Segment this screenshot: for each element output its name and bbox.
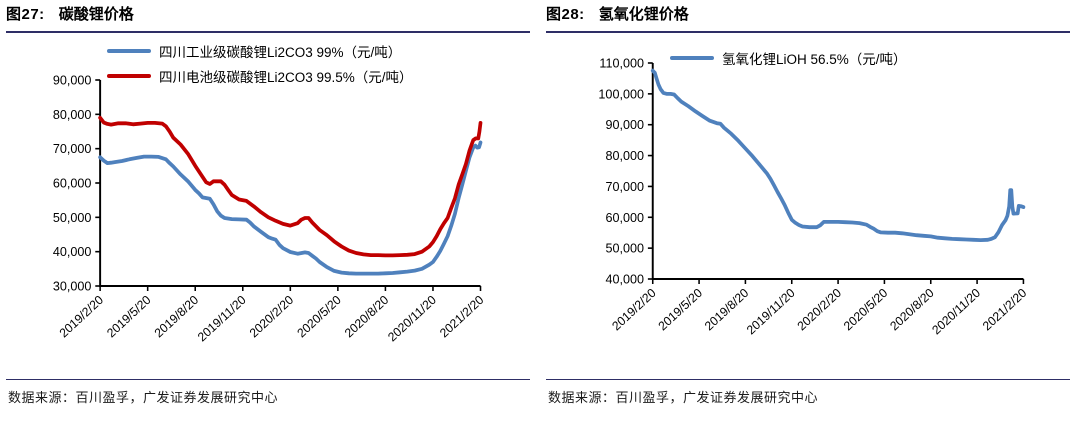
y-axis-tick-label: 80,000 xyxy=(53,107,92,122)
figure-28-lithium-hydroxide: 图28: 氢氧化锂价格 氢氧化锂LiOH 56.5%（元/吨） 40,000 50,… xyxy=(540,0,1080,421)
x-axis-tick-label: 2020/2/20 xyxy=(247,293,296,341)
x-axis-tick-label: 2019/5/20 xyxy=(656,286,705,334)
legend-swatch xyxy=(107,49,151,53)
x-axis-tick-label: 2019/5/20 xyxy=(104,293,153,341)
x-axis-tick-label: 2021/2/20 xyxy=(437,293,486,341)
axis-lines xyxy=(651,63,1024,280)
legend-label: 四川工业级碳酸锂Li2CO3 99%（元/吨） xyxy=(159,45,402,60)
x-axis-tick-label: 2020/11/20 xyxy=(929,286,983,338)
legend-item: 四川电池级碳酸锂Li2CO3 99.5%（元/吨） xyxy=(107,66,413,86)
legend-swatch xyxy=(107,74,151,78)
series-line xyxy=(98,140,483,276)
legend-item: 四川工业级碳酸锂Li2CO3 99%（元/吨） xyxy=(107,41,401,61)
figure-number-label: 图28: xyxy=(546,6,585,23)
figure-number-label: 图27: xyxy=(6,6,45,23)
y-axis-tick-label: 30,000 xyxy=(53,278,92,293)
chart-area-lithium-carbonate: 四川工业级碳酸锂Li2CO3 99%（元/吨） 四川电池级碳酸锂Li2CO3 99… xyxy=(6,33,530,378)
figure-footer: 数据来源：百川盈孚，广发证券发展研究中心 xyxy=(6,379,530,406)
legend-lithium-carbonate: 四川工业级碳酸锂Li2CO3 99%（元/吨） 四川电池级碳酸锂Li2CO3 99… xyxy=(107,41,413,86)
x-axis-tick-label: 2020/11/20 xyxy=(385,293,439,345)
y-axis-tick-label: 70,000 xyxy=(53,141,92,156)
figure-footer: 数据来源：百川盈孚，广发证券发展研究中心 xyxy=(546,379,1070,406)
data-source-text: 数据来源：百川盈孚，广发证券发展研究中心 xyxy=(548,390,819,405)
legend-item: 氢氧化锂LiOH 56.5%（元/吨） xyxy=(670,48,907,68)
lithium-hydroxide-price-chart: 40,000 50,000 60,000 70,000 80,000 90,000 100,… xyxy=(598,55,1029,338)
y-axis-tick-label: 90,000 xyxy=(53,72,92,87)
series-line xyxy=(650,68,1026,242)
x-axis-tick-label: 2021/2/20 xyxy=(980,286,1029,334)
y-axis-tick-label: 50,000 xyxy=(605,240,644,255)
axis-lines xyxy=(99,80,481,287)
y-axis-tick-label: 40,000 xyxy=(53,244,92,259)
figure-title-bar: 图28: 氢氧化锂价格 xyxy=(546,3,1070,33)
figure-title-bar: 图27: 碳酸锂价格 xyxy=(6,3,530,33)
figure-27-lithium-carbonate: 图27: 碳酸锂价格 四川工业级碳酸锂Li2CO3 99%（元/吨） 四川电池级碳酸… xyxy=(6,3,530,406)
y-axis-tick-label: 100,000 xyxy=(598,86,644,101)
data-source-text: 数据来源：百川盈孚，广发证券发展研究中心 xyxy=(8,390,279,405)
legend-lithium-hydroxide: 氢氧化锂LiOH 56.5%（元/吨） xyxy=(670,48,907,68)
y-axis-tick-label: 50,000 xyxy=(53,210,92,225)
x-axis-tick-label: 2019/11/20 xyxy=(744,286,798,338)
legend-swatch xyxy=(670,56,714,60)
figure-title: 碳酸锂价格 xyxy=(58,6,134,23)
x-axis-tick-label: 2020/5/20 xyxy=(294,293,343,341)
x-axis-tick-label: 2019/2/20 xyxy=(609,286,658,334)
lithium-carbonate-price-chart: 30,000 40,000 50,000 60,000 70,000 80,000 90,0… xyxy=(53,72,487,345)
legend-label: 四川电池级碳酸锂Li2CO3 99.5%（元/吨） xyxy=(159,70,413,85)
series-line xyxy=(98,115,483,258)
y-axis-tick-label: 60,000 xyxy=(53,175,92,190)
legend-label: 氢氧化锂LiOH 56.5%（元/吨） xyxy=(722,52,907,67)
x-axis-tick-label: 2019/11/20 xyxy=(195,293,249,345)
y-axis-tick-label: 70,000 xyxy=(605,179,644,194)
y-axis-tick-label: 90,000 xyxy=(605,117,644,132)
figure-title: 氢氧化锂价格 xyxy=(598,6,689,23)
y-axis-tick-label: 40,000 xyxy=(605,271,644,286)
y-axis-tick-label: 80,000 xyxy=(605,148,644,163)
x-axis-tick-label: 2020/8/20 xyxy=(342,293,391,341)
y-axis-tick-label: 60,000 xyxy=(605,210,644,225)
x-axis-tick-label: 2019/8/20 xyxy=(152,293,201,341)
y-axis-tick-label: 110,000 xyxy=(599,55,644,70)
x-axis-tick-label: 2019/2/20 xyxy=(57,293,106,341)
chart-area-lithium-hydroxide: 氢氧化锂LiOH 56.5%（元/吨） 40,000 50,000 60,000 70… xyxy=(546,33,1070,378)
x-axis-tick-label: 2020/5/20 xyxy=(841,286,890,334)
x-axis-tick-label: 2020/2/20 xyxy=(795,286,844,334)
